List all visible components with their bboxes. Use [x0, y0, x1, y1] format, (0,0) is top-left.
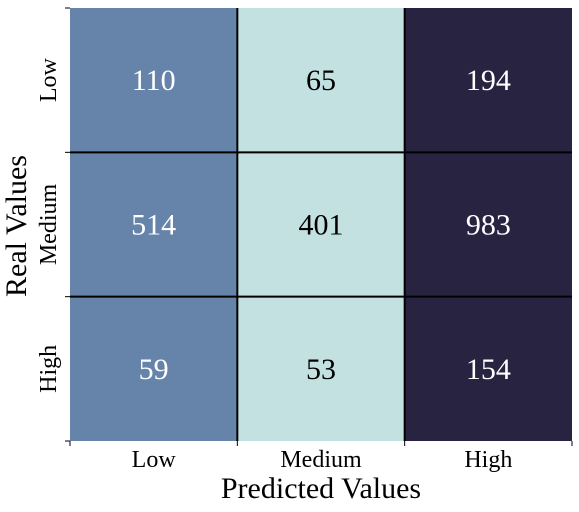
heatmap-cell-low-low [70, 8, 238, 153]
x-tick-label-high: High [464, 447, 512, 473]
heatmap-gridlines [70, 8, 572, 441]
cell-value-medium-high: 983 [466, 209, 511, 242]
y-tick-label-medium: Medium [36, 184, 62, 266]
x-axis-ticks: Low Medium High [69, 441, 573, 473]
x-tick-label-medium: Medium [280, 447, 362, 473]
x-tick-label-low: Low [132, 447, 177, 473]
y-tick-label-high: High [36, 345, 62, 393]
cell-value-low-high: 194 [466, 64, 511, 97]
cell-value-medium-medium: 401 [299, 209, 344, 242]
heatmap-cell-medium-low [70, 152, 238, 297]
heatmap-cell-high-low [70, 296, 238, 441]
heatmap-cell-low-high [404, 8, 572, 153]
cell-value-high-high: 154 [466, 353, 511, 386]
heatmap-cell-low-medium [237, 8, 405, 153]
cell-value-low-medium: 65 [306, 64, 336, 97]
heatmap-cell-high-high [404, 296, 572, 441]
y-tick-label-low: Low [36, 58, 62, 103]
cell-value-high-low: 59 [139, 353, 169, 386]
cell-value-low-low: 110 [132, 64, 176, 97]
heatmap-cell-medium-medium [237, 152, 405, 297]
heatmap-cell-medium-high [404, 152, 572, 297]
x-axis-label: Predicted Values [221, 472, 421, 505]
y-axis-ticks: Low Medium High [36, 7, 70, 442]
cell-value-medium-low: 514 [131, 209, 176, 242]
cell-value-high-medium: 53 [306, 353, 336, 386]
heatmap-values: 110 65 194 514 401 983 59 53 154 [131, 64, 511, 386]
heatmap-cell-high-medium [237, 296, 405, 441]
heatmap-cells [70, 8, 572, 441]
y-axis-label: Real Values [0, 155, 33, 297]
